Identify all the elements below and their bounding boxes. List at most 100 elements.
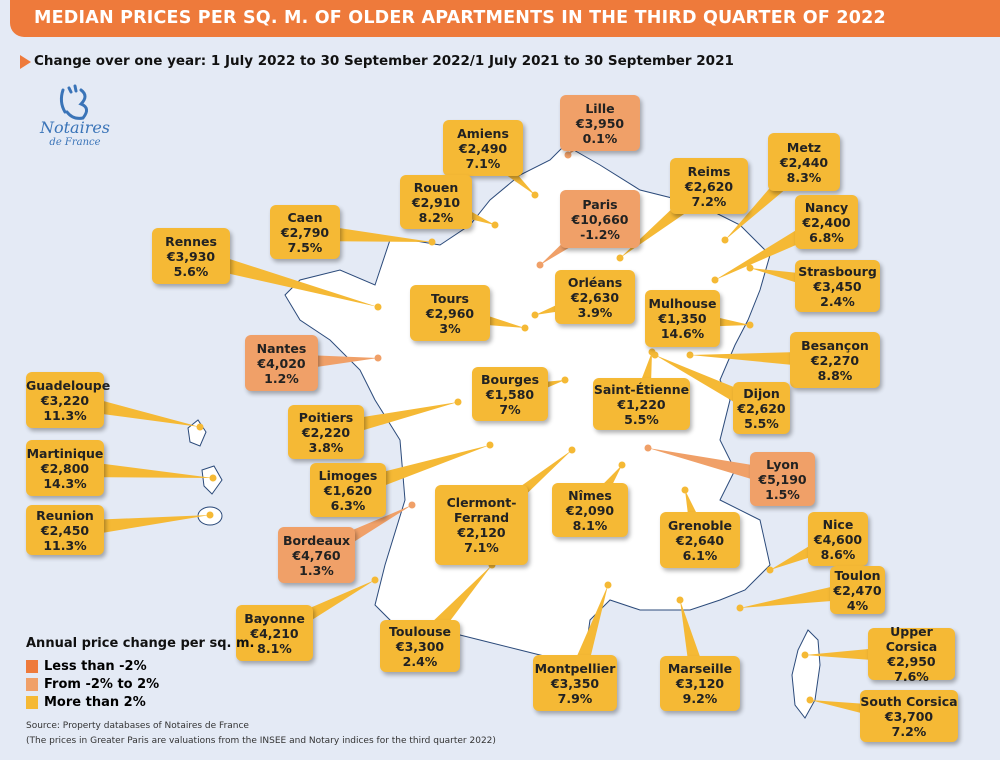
city-label: Dijon €2,620 5.5% xyxy=(733,382,790,434)
page-title: MEDIAN PRICES PER SQ. M. OF OLDER APARTM… xyxy=(10,0,1000,37)
city-name: Nancy xyxy=(804,199,849,215)
city-name: Grenoble xyxy=(667,517,733,533)
city-dot xyxy=(486,441,494,449)
city-label: Tours €2,960 3% xyxy=(410,285,490,341)
legend-swatch xyxy=(26,695,38,709)
city-price: €3,700 xyxy=(884,708,934,724)
city-label: Limoges €1,620 6.3% xyxy=(310,463,386,517)
subtitle: Change over one year: 1 July 2022 to 30 … xyxy=(20,53,734,69)
city-price: €3,930 xyxy=(166,248,216,264)
city-dot xyxy=(604,581,612,589)
city-name: Martinique xyxy=(26,445,104,461)
pointer-8 xyxy=(188,247,378,307)
triangle-bullet-icon xyxy=(20,55,31,69)
city-change: 1.5% xyxy=(765,486,800,502)
city-name: Rouen xyxy=(413,179,459,195)
city-label: Toulon €2,470 4% xyxy=(830,566,885,614)
city-dot xyxy=(644,444,652,452)
city-dot xyxy=(428,238,436,246)
city-label: Strasbourg €3,450 2.4% xyxy=(795,260,880,312)
city-name: Lyon xyxy=(766,456,799,472)
city-change: 7.1% xyxy=(464,540,499,555)
city-dot xyxy=(206,511,214,519)
city-label: Grenoble €2,640 6.1% xyxy=(660,512,740,568)
city-dot xyxy=(806,696,814,704)
city-change: 6.3% xyxy=(330,497,366,513)
city-price: €2,960 xyxy=(425,305,475,321)
city-dot xyxy=(568,446,576,454)
notaires-logo: Notaires de France xyxy=(30,82,120,162)
city-dot xyxy=(374,303,382,311)
city-dot xyxy=(561,376,569,384)
city-change: 7.5% xyxy=(287,239,323,255)
city-change: 5.5% xyxy=(624,411,659,427)
city-name: Mulhouse xyxy=(648,296,717,311)
city-price: €3,350 xyxy=(550,675,600,691)
city-name: Caen xyxy=(287,209,323,225)
city-name: Nice xyxy=(822,516,854,532)
city-label: Bordeaux €4,760 1.3% xyxy=(278,527,355,583)
legend-item-more: More than 2% xyxy=(26,693,255,711)
city-label: Rennes €3,930 5.6% xyxy=(152,228,230,284)
city-change: 7.6% xyxy=(894,669,929,684)
city-price: €2,620 xyxy=(684,178,734,194)
city-name: Toulouse xyxy=(388,623,452,639)
city-label: South Corsica €3,700 7.2% xyxy=(860,690,958,742)
city-name: Nîmes xyxy=(568,487,612,503)
city-price: €2,090 xyxy=(565,502,615,518)
city-change: 6.1% xyxy=(682,547,718,563)
city-name: Montpellier xyxy=(534,660,616,676)
city-name: Orléans xyxy=(567,274,623,290)
city-change: 2.4% xyxy=(820,293,855,309)
city-name: Paris xyxy=(582,196,618,212)
city-dot xyxy=(616,254,624,262)
legend-item-mid: From -2% to 2% xyxy=(26,675,255,693)
city-label: Caen €2,790 7.5% xyxy=(270,205,340,259)
city-label: Toulouse €3,300 2.4% xyxy=(380,620,460,672)
city-price: €1,220 xyxy=(617,396,666,412)
city-price: €2,270 xyxy=(810,352,860,368)
legend-item-less: Less than -2% xyxy=(26,657,255,675)
city-price: €2,910 xyxy=(411,194,461,210)
city-dot xyxy=(564,151,572,159)
city-dot xyxy=(454,398,462,406)
city-label: Reunion €2,450 11.3% xyxy=(26,505,104,555)
city-change: 11.3% xyxy=(43,537,87,553)
city-dot xyxy=(686,351,694,359)
city-name: Dijon xyxy=(743,385,780,401)
city-price: €2,470 xyxy=(833,582,882,598)
city-label: Poitiers €2,220 3.8% xyxy=(288,405,364,459)
logo-line2: de France xyxy=(49,137,101,148)
city-name: Upper Corsica xyxy=(885,624,938,654)
city-dot xyxy=(531,311,539,319)
city-name: South Corsica xyxy=(860,693,958,709)
city-change: 7.9% xyxy=(557,690,593,706)
city-change: 8.8% xyxy=(817,367,853,383)
city-dot xyxy=(536,261,544,269)
city-change: 0.1% xyxy=(582,130,618,146)
legend-title: Annual price change per sq. m. xyxy=(26,636,255,651)
city-price: €1,620 xyxy=(323,482,373,498)
city-change: 7.2% xyxy=(891,723,927,739)
city-change: 3.9% xyxy=(577,304,613,320)
city-price: €4,600 xyxy=(813,531,863,547)
city-price: €2,620 xyxy=(737,400,786,416)
city-change: 8.1% xyxy=(572,517,608,533)
city-dot xyxy=(711,276,719,284)
city-change: 8.6% xyxy=(820,546,856,562)
city-price: €10,660 xyxy=(571,211,629,227)
city-price: €4,210 xyxy=(250,625,299,641)
source-text: Source: Property databases of Notaires d… xyxy=(26,721,249,731)
legend-label: More than 2% xyxy=(44,694,146,710)
source-note: Source: Property databases of Notaires d… xyxy=(26,719,496,749)
city-label: Clermont-Ferrand €2,120 7.1% xyxy=(435,485,528,565)
city-price: €2,640 xyxy=(675,532,725,548)
city-price: €2,630 xyxy=(570,289,620,305)
city-change: 7% xyxy=(499,401,521,417)
city-price: €2,400 xyxy=(802,214,851,230)
city-label: Guadeloupe €3,220 11.3% xyxy=(26,372,110,428)
city-label: Bayonne €4,210 8.1% xyxy=(236,605,313,661)
city-change: 3% xyxy=(439,320,461,336)
city-change: 4% xyxy=(846,597,869,613)
city-label: Bourges €1,580 7% xyxy=(472,367,548,421)
